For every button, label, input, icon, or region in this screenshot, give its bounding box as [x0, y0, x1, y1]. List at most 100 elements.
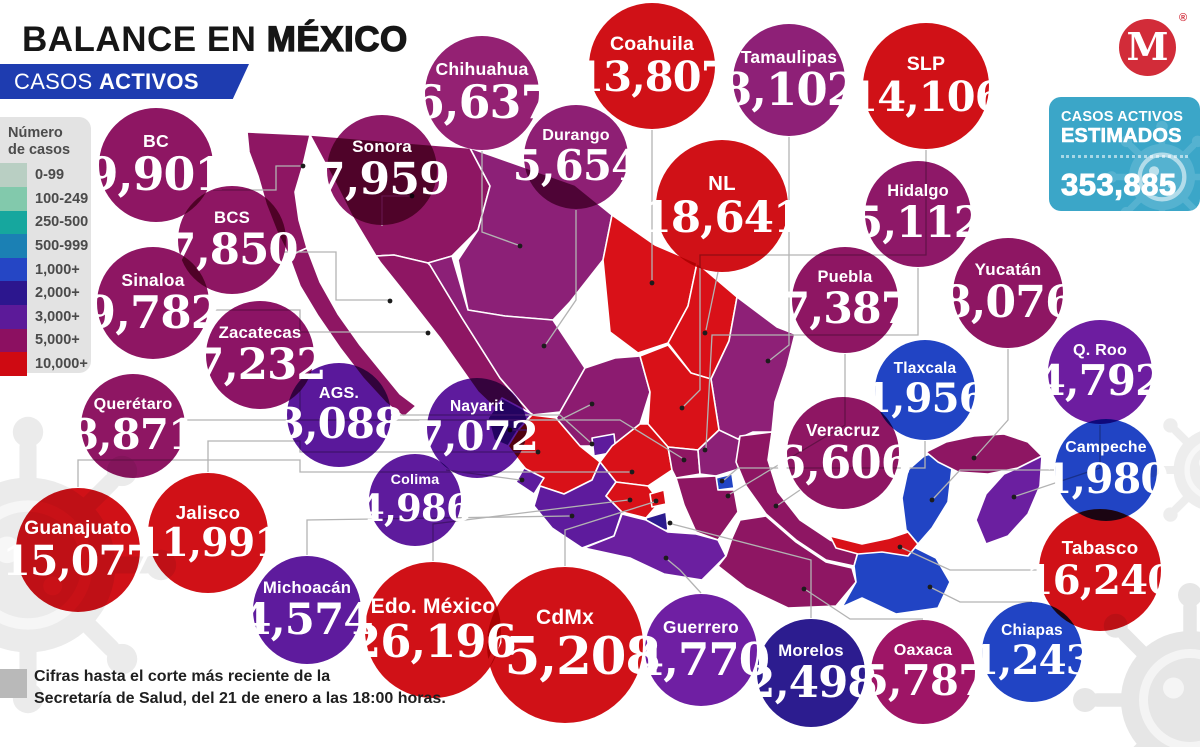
footer-note-line1: Cifras hasta el corte más reciente de la: [34, 668, 331, 685]
estimated-label-2: ESTIMADOS: [1061, 125, 1182, 148]
legend-item: 10,000+: [0, 352, 91, 376]
bubble-puebla: Puebla 7,387: [780, 247, 910, 353]
bubble-tamaulipas: Tamaulipas 8,102: [721, 24, 858, 136]
bubble-circle: [645, 594, 757, 706]
bubble-circle: [1055, 419, 1157, 521]
milenio-logo: M: [1119, 19, 1176, 76]
legend-item: 0-99: [0, 163, 91, 187]
bubble-circle: [589, 3, 715, 129]
bubble-circle: [875, 340, 975, 440]
bubble-sonora: Sonora 7,959: [315, 115, 450, 225]
estimated-label-1: CASOS ACTIVOS: [1061, 109, 1184, 125]
bubble-circle: [863, 23, 989, 149]
estimated-cases-box: CASOS ACTIVOS ESTIMADOS 353,885: [1049, 97, 1200, 211]
footer-note-line2: Secretaría de Salud, del 21 de enero a l…: [34, 690, 446, 707]
bubble-guerrero: Guerrero 4,770: [633, 594, 770, 706]
legend-panel: Número de casos 0-99 100-249 250-500 500-99…: [0, 117, 91, 376]
legend-item: 3,000+: [0, 304, 91, 329]
bubble-circle: [792, 247, 898, 353]
bubble-circle: [982, 602, 1082, 702]
bubble-morelos: Morelos 2,498: [745, 619, 878, 727]
legend-color-swatch: [0, 328, 27, 353]
map-state-tabasco: [829, 531, 919, 557]
bubble-q-roo: Q. Roo 4,792: [1037, 320, 1164, 424]
subtitle-banner: CASOS ACTIVOS: [0, 64, 249, 99]
legend-label: 2,000+: [35, 285, 80, 302]
legend-label: 10,000+: [35, 355, 88, 372]
bubble-zacatecas: Zacatecas 7,232: [194, 301, 327, 409]
banner-activos: ACTIVOS: [98, 69, 199, 94]
page-title-regular: BALANCE EN: [22, 20, 267, 59]
bubble-circle: [487, 567, 643, 723]
bubble-circle: [953, 238, 1063, 348]
bubble-oaxaca: Oaxaca 5,787: [860, 620, 987, 724]
bubble-yucatan: Yucatán 8,076: [941, 238, 1076, 348]
bubble-circle: [733, 24, 845, 136]
legend-color-swatch: [0, 210, 27, 235]
registered-mark: ®: [1179, 12, 1188, 24]
bubble-circle: [206, 301, 314, 409]
legend-title: Número de casos: [8, 125, 71, 158]
map-state-qroo: [975, 455, 1043, 545]
legend-label: 500-999: [35, 237, 89, 254]
bubble-chiapas: Chiapas 1,243: [971, 602, 1094, 702]
legend-item: 1,000+: [0, 257, 91, 282]
legend-item: 5,000+: [0, 328, 91, 353]
bubble-circle: [365, 562, 501, 698]
legend-label: 0-99: [35, 167, 65, 184]
legend-label: 3,000+: [35, 308, 80, 325]
bubble-nayarit: Nayarit 7,072: [416, 378, 539, 478]
legend-color-swatch: [0, 304, 27, 329]
legend-color-swatch: [0, 163, 27, 187]
bubble-circle: [865, 161, 971, 267]
page-title-bold: MÉXICO: [266, 19, 408, 59]
bubble-sinaloa: Sinaloa 9,782: [85, 247, 222, 359]
map-state-durango: [427, 255, 586, 416]
legend-color-swatch: [0, 281, 27, 305]
legend-item: 100-249: [0, 186, 91, 211]
bubble-circle: [524, 105, 628, 209]
bubble-circle: [656, 140, 788, 272]
bubble-nl: NL 18,641: [642, 140, 803, 272]
bubble-circle: [253, 556, 361, 664]
bubble-chihuahua: Chihuahua 6,637: [413, 36, 552, 150]
bubble-jalisco: Jalisco 11,991: [135, 473, 282, 593]
legend-item: 500-999: [0, 234, 91, 258]
footer-swatch: [0, 669, 27, 698]
legend-color-swatch: [0, 257, 27, 282]
bubble-circle: [97, 247, 209, 359]
bubble-circle: [369, 454, 461, 546]
estimated-value: 353,885: [1061, 167, 1177, 203]
map-state-guerrero: [583, 513, 727, 581]
dotted-divider: [1061, 155, 1188, 158]
bubble-circle: [871, 620, 975, 724]
bubble-circle: [1048, 320, 1152, 424]
legend-rows: 0-99 100-249 250-500 500-999 1,000+ 2,000+ 3,0…: [0, 163, 91, 376]
banner-casos: CASOS: [14, 69, 99, 94]
map-state-tamaulipas: [710, 296, 796, 442]
bubble-circle: [425, 36, 539, 150]
bubble-michoacan: Michoacán 4,574: [241, 556, 374, 664]
bubble-circle: [81, 374, 185, 478]
legend-label: 5,000+: [35, 332, 80, 349]
leader-dots: [300, 163, 1017, 592]
map-state-oaxaca: [717, 515, 857, 609]
legend-label: 1,000+: [35, 261, 80, 278]
bubble-circle: [757, 619, 865, 727]
map-state-colima: [515, 467, 545, 495]
legend-color-swatch: [0, 186, 27, 211]
bubble-cdmx: CdMx 75,208: [470, 567, 661, 723]
footer-note: Cifras hasta el corte más reciente de la…: [34, 666, 446, 710]
bubble-veracruz: Veracruz 6,606: [775, 397, 912, 509]
legend-color-swatch: [0, 234, 27, 258]
legend-label: 100-249: [35, 190, 89, 207]
bubble-circle: [148, 473, 268, 593]
bubble-slp: SLP 14,106: [849, 23, 1004, 149]
bubble-circle: [327, 115, 437, 225]
legend-color-swatch: [0, 352, 27, 376]
legend-item: 250-500: [0, 210, 91, 235]
legend-item: 2,000+: [0, 281, 91, 305]
bubble-coahuila: Coahuila 13,807: [575, 3, 730, 129]
